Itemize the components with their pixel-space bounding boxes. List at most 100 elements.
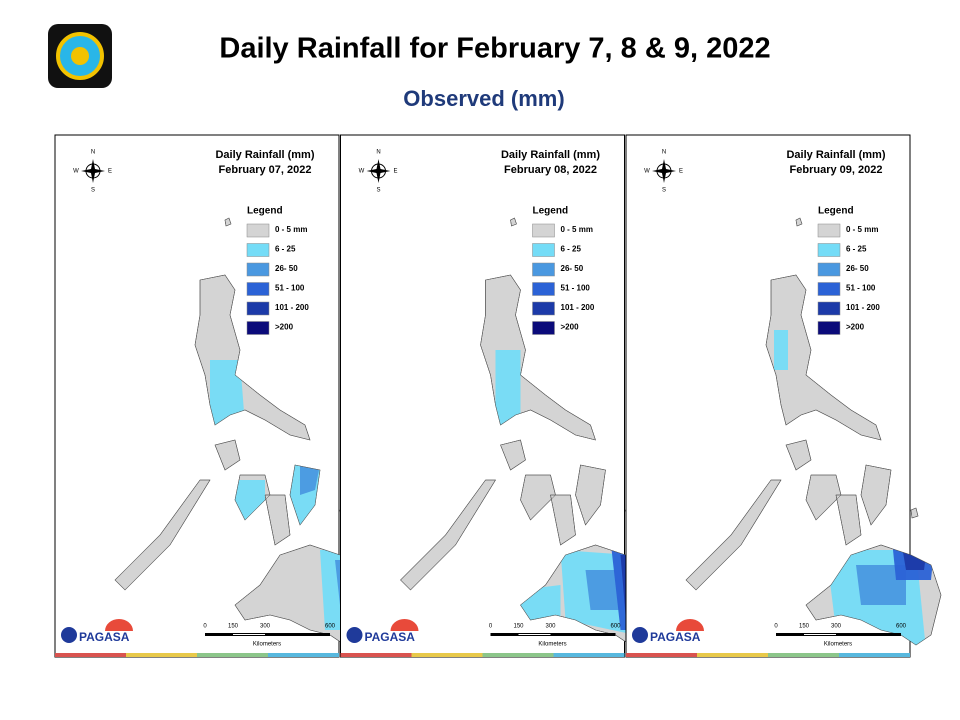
legend-label: 101 - 200 bbox=[275, 303, 309, 312]
agency-umbrella bbox=[676, 619, 704, 631]
land-border bbox=[685, 479, 782, 591]
map-panel: N E S W Daily Rainfall (mm) February 08, 2022… bbox=[340, 134, 656, 658]
legend-swatch bbox=[817, 262, 841, 277]
legend-swatch bbox=[817, 223, 841, 238]
legend-label: >200 bbox=[275, 323, 294, 332]
land-border bbox=[224, 217, 232, 227]
color-strip bbox=[768, 653, 839, 657]
land-border bbox=[264, 494, 291, 546]
color-strip bbox=[839, 653, 910, 657]
color-strip bbox=[697, 653, 768, 657]
color-strip bbox=[126, 653, 197, 657]
land-border bbox=[910, 507, 919, 519]
legend-swatch bbox=[246, 282, 270, 296]
rain-area bbox=[774, 330, 788, 370]
compass-label: N bbox=[91, 150, 95, 156]
legend-swatch bbox=[817, 301, 841, 316]
legend-label: 51 - 100 bbox=[275, 284, 305, 293]
compass-label: W bbox=[359, 169, 365, 175]
legend-label: 0 - 5 mm bbox=[846, 225, 878, 234]
scale-label: 0 bbox=[203, 624, 207, 630]
logo bbox=[48, 24, 112, 88]
legend-swatch bbox=[817, 243, 841, 257]
compass: N E S W bbox=[359, 150, 398, 194]
scale-label: 150 bbox=[513, 624, 524, 630]
legend-swatch bbox=[532, 262, 555, 277]
scale-bar bbox=[776, 633, 901, 636]
legend-swatch bbox=[246, 243, 270, 257]
compass-label: E bbox=[679, 169, 683, 175]
panel-title: Daily Rainfall (mm) bbox=[786, 149, 885, 161]
scale-bar bbox=[490, 633, 616, 636]
color-strip bbox=[340, 653, 412, 657]
legend-label: 6 - 25 bbox=[846, 245, 867, 254]
compass-label: S bbox=[376, 188, 380, 194]
compass-label: S bbox=[91, 188, 95, 194]
scale-unit: Kilometers bbox=[253, 642, 281, 648]
compass: N E S W bbox=[73, 150, 112, 194]
legend-label: 6 - 25 bbox=[561, 245, 582, 254]
panel-title: Daily Rainfall (mm) bbox=[501, 149, 600, 161]
map-panel: N E S W Daily Rainfall (mm) February 07, 2022… bbox=[54, 134, 371, 658]
legend-label: >200 bbox=[846, 323, 865, 332]
panel-title: Daily Rainfall (mm) bbox=[215, 149, 314, 161]
legend-label: >200 bbox=[561, 323, 580, 332]
scale-label: 150 bbox=[228, 624, 239, 630]
legend-label: 26- 50 bbox=[846, 264, 869, 273]
compass-star bbox=[366, 159, 391, 183]
scale-bar-gap bbox=[804, 634, 836, 635]
legend-label: 101 - 200 bbox=[846, 303, 880, 312]
legend-swatch bbox=[246, 262, 270, 277]
legend-swatch bbox=[532, 321, 555, 335]
legend-label: 0 - 5 mm bbox=[275, 225, 307, 234]
scale-label: 0 bbox=[489, 624, 493, 630]
scale-unit: Kilometers bbox=[538, 642, 566, 648]
land-border bbox=[860, 464, 892, 526]
land-border bbox=[510, 217, 517, 227]
legend-label: 51 - 100 bbox=[846, 284, 876, 293]
scale-bar bbox=[205, 633, 330, 636]
land-border bbox=[234, 474, 271, 521]
land-border bbox=[194, 274, 311, 441]
land-border bbox=[835, 494, 862, 546]
scale-label: 600 bbox=[896, 624, 907, 630]
scale-label: 0 bbox=[774, 624, 778, 630]
land-border bbox=[795, 217, 803, 227]
legend-label: 26- 50 bbox=[275, 264, 298, 273]
compass-label: W bbox=[73, 169, 79, 175]
legend-swatch bbox=[246, 301, 270, 316]
color-strip bbox=[411, 653, 483, 657]
land-border bbox=[765, 274, 882, 441]
color-strip bbox=[626, 653, 697, 657]
scale-label: 600 bbox=[610, 624, 621, 630]
compass-star bbox=[81, 159, 105, 183]
scale-label: 600 bbox=[325, 624, 336, 630]
compass-label: N bbox=[662, 150, 666, 156]
compass-label: N bbox=[376, 150, 380, 156]
scale-label: 150 bbox=[799, 624, 810, 630]
land-border bbox=[520, 474, 556, 521]
subtitle: Observed (mm) bbox=[403, 86, 564, 111]
agency-name: PAGASA bbox=[365, 630, 416, 644]
rain-area bbox=[300, 465, 320, 495]
scale-unit: Kilometers bbox=[824, 642, 852, 648]
legend-label: 101 - 200 bbox=[561, 303, 595, 312]
agency-logo bbox=[61, 627, 77, 643]
panel-date: February 07, 2022 bbox=[219, 164, 312, 176]
rain-area bbox=[495, 350, 521, 425]
compass-label: E bbox=[108, 169, 112, 175]
land-border bbox=[289, 464, 321, 526]
color-strip bbox=[553, 653, 625, 657]
color-strip bbox=[55, 653, 126, 657]
color-strip bbox=[482, 653, 554, 657]
land-border bbox=[214, 439, 241, 471]
legend-title: Legend bbox=[247, 206, 283, 217]
land-border bbox=[500, 439, 526, 471]
legend-label: 51 - 100 bbox=[561, 284, 591, 293]
legend-swatch bbox=[817, 321, 841, 335]
legend-swatch bbox=[246, 223, 270, 238]
legend-label: 0 - 5 mm bbox=[561, 225, 593, 234]
color-strip bbox=[268, 653, 339, 657]
land-border bbox=[575, 464, 606, 526]
